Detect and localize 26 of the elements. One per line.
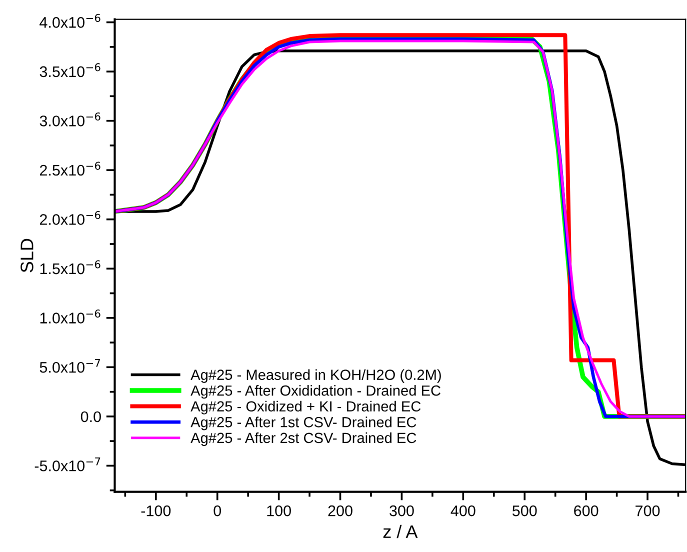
legend-label: Ag#25 - Measured in KOH/H2O (0.2M) — [190, 369, 441, 383]
x-axis-title: z / A — [383, 524, 418, 538]
y-tick-label: 4.0x10$^{−6}$ — [40, 14, 100, 28]
x-tick-label: 700 — [636, 505, 660, 516]
x-tick-label: 100 — [267, 505, 291, 516]
y-tick-label: 2.5x10$^{−6}$ — [40, 162, 100, 176]
y-tick-label: 3.0x10$^{−6}$ — [40, 112, 100, 126]
x-tick-label: 600 — [574, 505, 598, 516]
x-tick-label: 400 — [450, 505, 476, 516]
x-tick-label: 500 — [512, 505, 537, 516]
y-axis-title: SLD — [20, 238, 34, 272]
y-tick-label: 3.5x10$^{−6}$ — [40, 63, 100, 78]
legend-label: Ag#25 - Oxidized + KI - Drained EC — [190, 400, 421, 414]
y-tick-label: 0.0 — [80, 411, 101, 422]
legend-label: Ag#25 - After 2st CSV- Drained EC — [190, 432, 416, 446]
x-tick-label: 200 — [328, 505, 352, 516]
legend-label: Ag#25 - After 1st CSV- Drained EC — [190, 416, 416, 430]
y-tick-label: -5.0x10$^{−7}$ — [34, 458, 100, 472]
y-tick-label: 2.0x10$^{−6}$ — [40, 210, 100, 225]
y-tick-label: 1.0x10$^{−6}$ — [40, 310, 100, 324]
y-tick-label: 5.0x10$^{−7}$ — [40, 358, 100, 373]
x-tick-label: 300 — [390, 505, 414, 516]
x-tick-label: 0 — [214, 505, 222, 516]
legend-label: Ag#25 - After Oxididation - Drained EC — [190, 385, 440, 399]
x-tick-label: -100 — [141, 505, 171, 516]
y-tick-label: 1.5x10$^{−6}$ — [40, 260, 100, 274]
